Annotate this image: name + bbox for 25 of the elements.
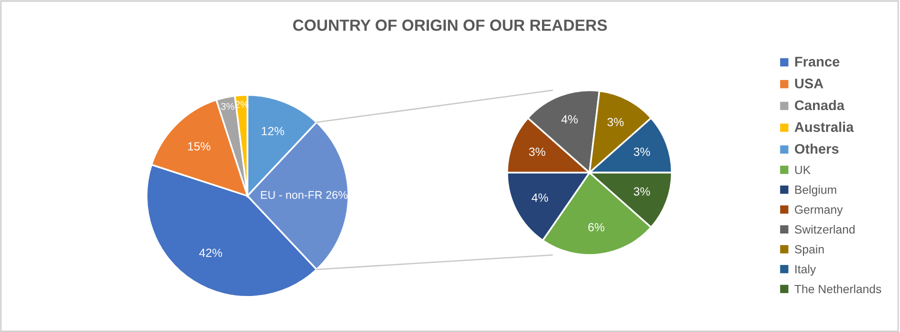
data-label: 3% bbox=[221, 102, 234, 110]
legend-label: UK bbox=[795, 166, 811, 174]
slice-label: EU - non-FR 26% bbox=[261, 190, 348, 199]
data-label: 3% bbox=[607, 118, 624, 126]
legend-label: USA bbox=[795, 78, 824, 88]
legend-label: Australia bbox=[794, 122, 854, 132]
data-label: 4% bbox=[561, 115, 578, 124]
legend-label: France bbox=[795, 56, 840, 67]
data-label: 3% bbox=[529, 148, 546, 156]
data-label: 15% bbox=[188, 142, 210, 151]
legend-label: Switzerland bbox=[794, 224, 855, 234]
legend-label: Germany bbox=[794, 205, 843, 216]
data-label: 42% bbox=[199, 248, 222, 257]
data-label: 3% bbox=[634, 148, 650, 156]
legend-label: Italy bbox=[795, 264, 816, 276]
data-label: 3% bbox=[634, 187, 650, 196]
legend-label: The Netherlands bbox=[794, 284, 882, 294]
data-label: 12% bbox=[262, 126, 284, 136]
chart-title: COUNTRY OF ORIGIN OF OUR READERS bbox=[293, 20, 607, 31]
legend-label: Others bbox=[794, 144, 838, 154]
data-label: 6% bbox=[588, 223, 604, 232]
legend-label: Canada bbox=[794, 100, 845, 110]
data-label: 4% bbox=[532, 194, 548, 202]
legend-label: Spain bbox=[794, 244, 824, 256]
legend-label: Belgium bbox=[795, 185, 836, 196]
